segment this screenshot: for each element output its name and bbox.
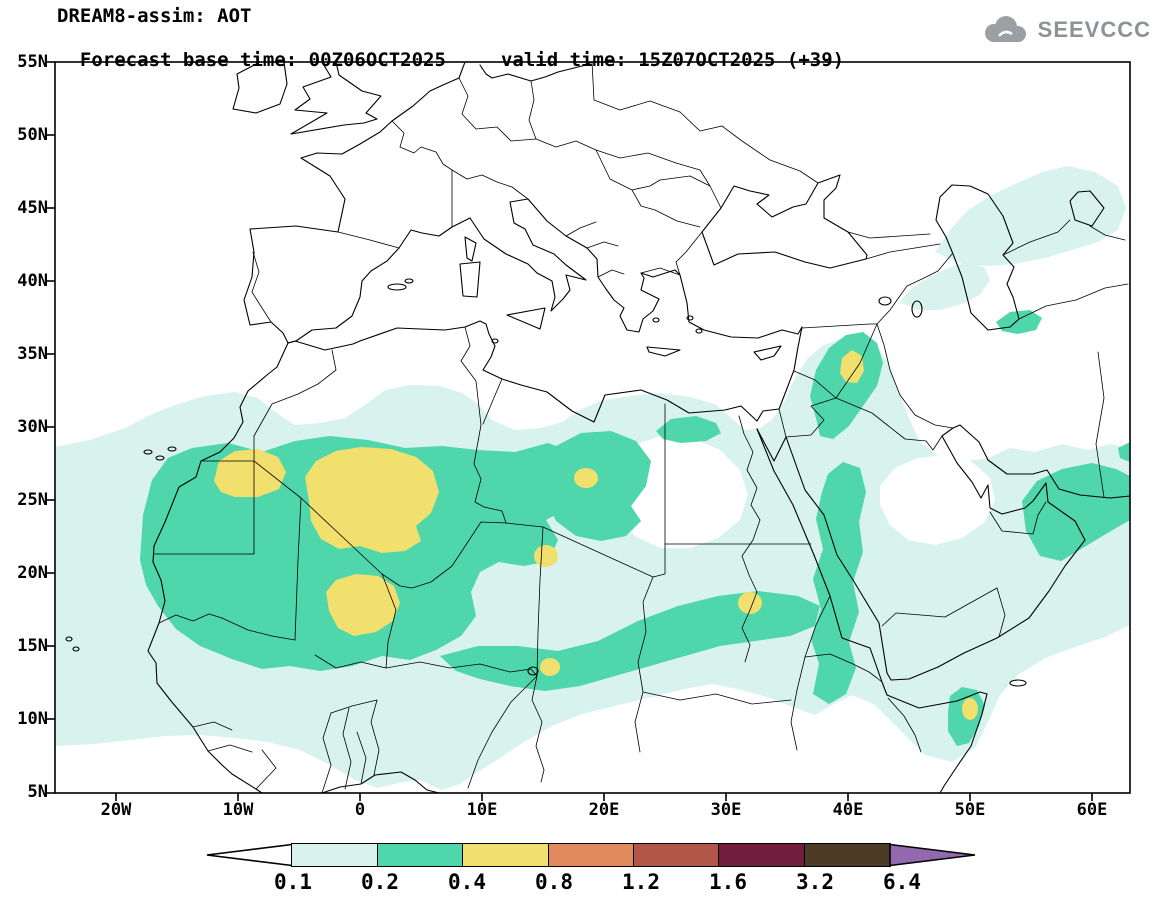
lat-label: 10N (17, 709, 48, 729)
legend-box (376, 843, 464, 867)
valid-time: valid time: 15Z07OCT2025 (+39) (500, 49, 845, 71)
lon-label: 50E (954, 800, 986, 820)
legend-box (803, 843, 891, 867)
lat-label: 50N (17, 125, 48, 145)
legend-box (547, 843, 635, 867)
legend-value: 6.4 (883, 870, 921, 894)
legend-value: 0.8 (535, 870, 573, 894)
lat-label: 45N (17, 198, 48, 218)
logo-text: SEEVCCC (1037, 17, 1151, 42)
legend-value: 3.2 (796, 870, 834, 894)
lon-label: 0 (354, 800, 366, 820)
legend-box (718, 843, 806, 867)
forecast-base-time: Forecast base time: 00Z06OCT2025 (79, 49, 446, 71)
legend-value: 1.2 (622, 870, 660, 894)
country-borders (153, 61, 1129, 794)
lon-label: 20E (588, 800, 620, 820)
lon-label: 40E (832, 800, 864, 820)
lat-label: 55N (17, 52, 48, 72)
contour-fill-0p2 (140, 310, 1130, 746)
lon-label: 60E (1076, 800, 1108, 820)
lat-label: 35N (17, 344, 48, 364)
lat-label: 40N (17, 271, 48, 291)
legend-value: 0.4 (448, 870, 486, 894)
colorbar-legend (205, 843, 977, 867)
legend-value: 0.1 (274, 870, 312, 894)
lat-label: 25N (17, 490, 48, 510)
lat-label: 20N (17, 563, 48, 583)
lon-label: 20W (100, 800, 132, 820)
lat-label: 15N (17, 636, 48, 656)
rivers (738, 415, 761, 663)
legend-value: 0.2 (361, 870, 399, 894)
lon-label: 10W (222, 800, 254, 820)
lon-label: 10E (466, 800, 498, 820)
legend-labels: 0.1 0.2 0.4 0.8 1.2 1.6 3.2 6.4 (205, 870, 990, 896)
cloud-icon (984, 16, 1026, 42)
legend-left-arrow (206, 843, 293, 867)
legend-box (291, 843, 379, 867)
lon-label: 30E (710, 800, 742, 820)
lat-label: 5N (27, 782, 48, 802)
legend-right-arrow (889, 843, 976, 867)
legend-value: 1.6 (709, 870, 747, 894)
subtitle: Forecast base time: 00Z06OCT2025 valid ti… (57, 27, 844, 71)
legend-box (633, 843, 721, 867)
seevccc-logo: SEEVCCC (979, 14, 1151, 46)
page-title: DREAM8-assim: AOT (57, 5, 252, 27)
lat-label: 30N (17, 417, 48, 437)
plot-frame (47, 61, 1131, 801)
legend-box (462, 843, 550, 867)
